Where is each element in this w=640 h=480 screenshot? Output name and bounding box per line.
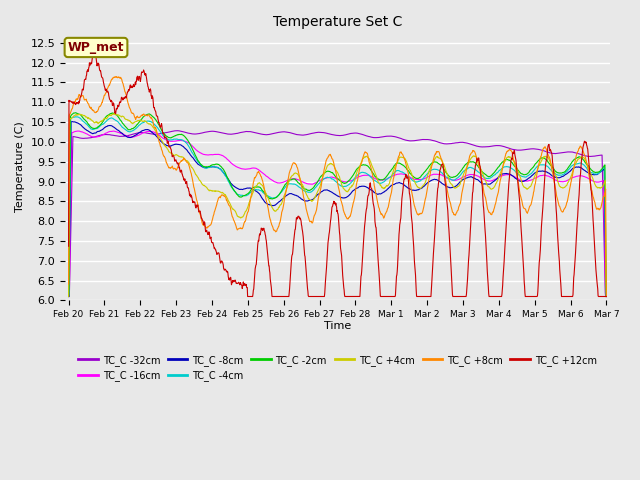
TC_C +8cm	[371, 187, 379, 192]
TC_C -4cm	[71, 114, 79, 120]
TC_C -16cm	[74, 128, 82, 134]
TC_C +8cm	[106, 80, 114, 86]
TC_C -4cm	[314, 182, 322, 188]
TC_C +4cm	[65, 294, 72, 300]
TC_C -4cm	[65, 294, 72, 300]
TC_C -32cm	[371, 135, 379, 141]
TC_C -16cm	[305, 181, 312, 187]
TC_C -16cm	[602, 294, 610, 300]
TC_C +12cm	[371, 222, 379, 228]
TC_C +4cm	[371, 170, 379, 176]
TC_C -32cm	[305, 132, 312, 137]
TC_C +4cm	[110, 111, 118, 117]
TC_C -4cm	[293, 183, 301, 189]
TC_C -4cm	[305, 189, 312, 195]
TC_C +12cm	[107, 97, 115, 103]
Line: TC_C -4cm: TC_C -4cm	[68, 117, 606, 297]
TC_C +12cm	[602, 294, 610, 300]
TC_C -32cm	[106, 132, 114, 138]
Line: TC_C -8cm: TC_C -8cm	[68, 121, 606, 297]
TC_C +12cm	[129, 84, 136, 90]
TC_C +4cm	[602, 294, 610, 300]
TC_C -2cm	[371, 174, 379, 180]
Title: Temperature Set C: Temperature Set C	[273, 15, 402, 29]
TC_C -2cm	[293, 179, 301, 185]
TC_C -8cm	[293, 193, 301, 199]
TC_C -16cm	[129, 134, 136, 140]
TC_C -4cm	[129, 128, 136, 133]
TC_C +8cm	[129, 110, 136, 116]
TC_C -32cm	[602, 294, 610, 300]
TC_C +12cm	[91, 48, 99, 53]
TC_C -8cm	[65, 294, 72, 300]
TC_C +8cm	[112, 74, 120, 80]
Line: TC_C -16cm: TC_C -16cm	[68, 131, 606, 297]
TC_C +12cm	[65, 243, 72, 249]
TC_C -32cm	[293, 132, 301, 137]
TC_C -2cm	[65, 294, 72, 300]
TC_C +4cm	[293, 171, 301, 177]
TC_C -2cm	[602, 294, 610, 300]
Line: TC_C +8cm: TC_C +8cm	[68, 77, 606, 297]
Y-axis label: Temperature (C): Temperature (C)	[15, 121, 25, 212]
TC_C +8cm	[293, 165, 301, 170]
TC_C -4cm	[107, 115, 115, 121]
TC_C -32cm	[65, 294, 72, 300]
TC_C -16cm	[371, 176, 379, 181]
TC_C +4cm	[106, 112, 114, 118]
TC_C +8cm	[602, 294, 610, 300]
Line: TC_C -32cm: TC_C -32cm	[68, 131, 606, 297]
TC_C +12cm	[314, 294, 322, 300]
TC_C -32cm	[128, 132, 136, 137]
TC_C +8cm	[65, 281, 72, 287]
TC_C -8cm	[129, 134, 136, 140]
Line: TC_C +4cm: TC_C +4cm	[68, 114, 606, 297]
TC_C -8cm	[602, 294, 610, 300]
Text: WP_met: WP_met	[68, 41, 124, 54]
Line: TC_C -2cm: TC_C -2cm	[68, 113, 606, 297]
TC_C +4cm	[305, 195, 312, 201]
X-axis label: Time: Time	[324, 321, 351, 331]
TC_C -32cm	[314, 130, 322, 135]
TC_C +12cm	[244, 294, 252, 300]
TC_C -4cm	[602, 294, 610, 300]
TC_C +8cm	[314, 197, 322, 203]
TC_C -8cm	[107, 123, 115, 129]
TC_C -2cm	[314, 178, 322, 184]
TC_C +12cm	[305, 294, 312, 300]
TC_C -16cm	[65, 294, 72, 300]
TC_C +8cm	[305, 214, 312, 219]
TC_C +4cm	[129, 120, 136, 126]
TC_C +12cm	[294, 216, 301, 221]
TC_C -2cm	[72, 110, 79, 116]
TC_C -2cm	[129, 126, 136, 132]
Legend: TC_C -32cm, TC_C -16cm, TC_C -8cm, TC_C -4cm, TC_C -2cm, TC_C +4cm, TC_C +8cm, T: TC_C -32cm, TC_C -16cm, TC_C -8cm, TC_C …	[74, 351, 600, 385]
TC_C -4cm	[371, 178, 379, 183]
TC_C -8cm	[305, 198, 312, 204]
TC_C -2cm	[107, 110, 115, 116]
TC_C -16cm	[314, 179, 322, 184]
Line: TC_C +12cm: TC_C +12cm	[68, 50, 606, 297]
TC_C -32cm	[173, 128, 181, 133]
TC_C -8cm	[68, 119, 76, 124]
TC_C -16cm	[293, 177, 301, 182]
TC_C -2cm	[305, 188, 312, 193]
TC_C +4cm	[314, 188, 322, 194]
TC_C -16cm	[107, 129, 115, 134]
TC_C -8cm	[371, 190, 379, 196]
TC_C -8cm	[314, 192, 322, 197]
